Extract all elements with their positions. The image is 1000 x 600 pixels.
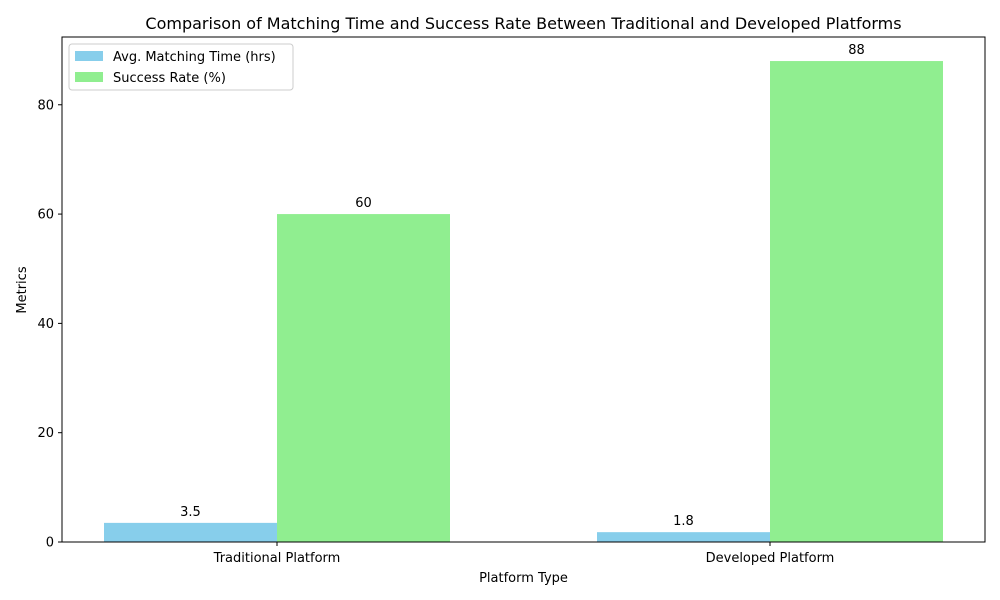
plot-frame: [61, 36, 986, 543]
bar-success-rate-traditional-platform: [277, 214, 450, 542]
data-label-avg-matching-time-hrs-developed-platform: 1.8: [673, 514, 694, 529]
x-tick-label-traditional-platform: Traditional Platform: [213, 551, 341, 566]
chart-title: Comparison of Matching Time and Success …: [145, 14, 901, 33]
legend-label-matching-time: Avg. Matching Time (hrs): [113, 50, 276, 65]
bar-success-rate-developed-platform: [770, 61, 943, 543]
legend-swatch-success-rate: [75, 72, 103, 82]
data-label-success-rate-developed-platform: 88: [848, 43, 865, 58]
y-tick-label: 60: [37, 208, 54, 223]
y-tick-label: 40: [37, 317, 54, 332]
y-tick-label: 0: [46, 536, 54, 551]
x-axis-ticks: Traditional Platform Developed Platform: [213, 542, 835, 566]
legend-label-success-rate: Success Rate (%): [113, 71, 226, 86]
y-tick-label: 20: [37, 426, 54, 441]
legend-box: [68, 43, 294, 91]
legend: Avg. Matching Time (hrs) Success Rate (%…: [68, 43, 294, 91]
legend-swatch-matching-time: [75, 51, 103, 61]
x-tick-label-developed-platform: Developed Platform: [706, 551, 835, 566]
bar-avg-matching-time-hrs-traditional-platform: [104, 522, 277, 542]
data-label-avg-matching-time-hrs-traditional-platform: 3.5: [180, 505, 201, 520]
data-label-success-rate-traditional-platform: 60: [355, 196, 372, 211]
bar-avg-matching-time-hrs-developed-platform: [597, 532, 770, 542]
y-tick-label: 80: [37, 98, 54, 113]
x-axis-label: Platform Type: [479, 571, 568, 586]
y-axis-ticks: 0 20 40 60 80: [37, 98, 62, 551]
y-axis-label: Metrics: [15, 266, 30, 313]
bars-group: [104, 61, 943, 543]
data-labels-group: 3.5 1.8 60 88: [180, 43, 865, 529]
